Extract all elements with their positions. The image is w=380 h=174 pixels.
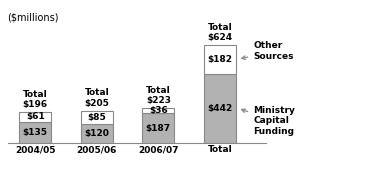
- Bar: [204, 45, 236, 74]
- Text: Total
$205: Total $205: [84, 88, 109, 108]
- Text: $85: $85: [87, 113, 106, 122]
- Bar: [81, 111, 113, 124]
- Text: Other
Sources: Other Sources: [242, 41, 294, 61]
- Text: Total
$196: Total $196: [23, 90, 48, 109]
- Bar: [81, 124, 113, 143]
- Bar: [142, 113, 174, 143]
- Text: $61: $61: [26, 112, 45, 121]
- Text: Total
$624: Total $624: [207, 23, 233, 42]
- Text: $187: $187: [146, 124, 171, 133]
- Text: Ministry
Capital
Funding: Ministry Capital Funding: [242, 106, 295, 136]
- Bar: [19, 122, 51, 143]
- Text: $442: $442: [207, 104, 233, 113]
- Text: Total
$223: Total $223: [146, 86, 171, 105]
- Text: ($millions): ($millions): [8, 12, 59, 22]
- Bar: [142, 108, 174, 113]
- Text: $135: $135: [23, 128, 48, 137]
- Text: $120: $120: [84, 129, 109, 138]
- Text: $182: $182: [207, 55, 232, 64]
- Text: $36: $36: [149, 106, 168, 115]
- Bar: [19, 112, 51, 122]
- Bar: [204, 74, 236, 143]
